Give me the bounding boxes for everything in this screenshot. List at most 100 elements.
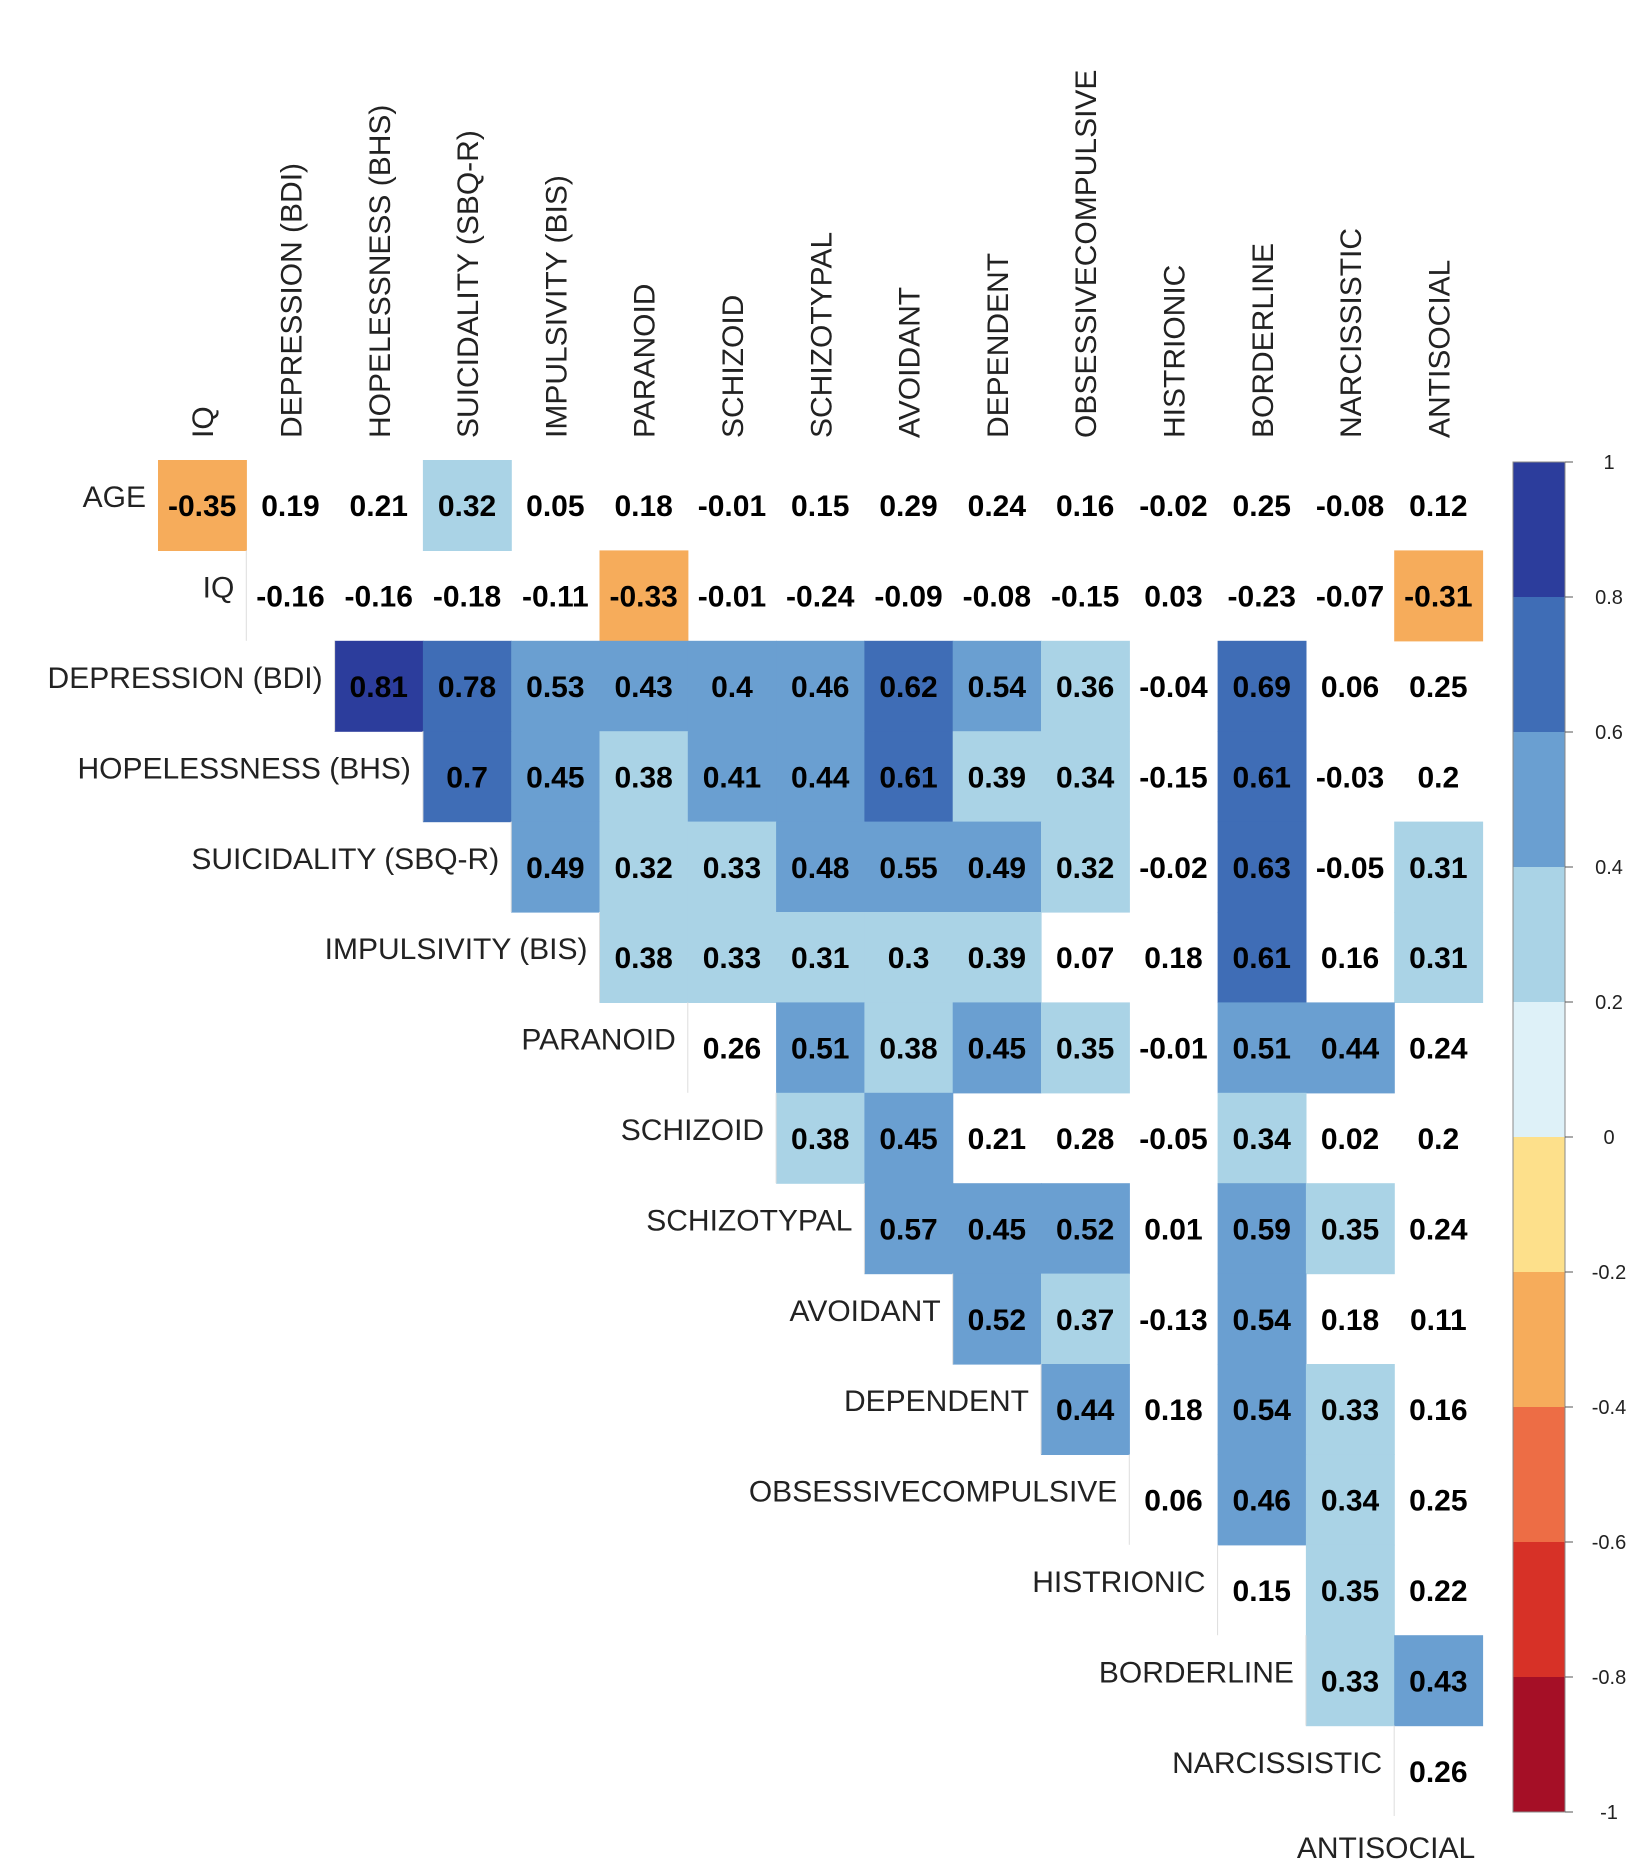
cell-3-5 [599, 731, 689, 823]
cell-value-1-8: -0.09 [874, 581, 942, 614]
cell-3-12 [1217, 731, 1307, 823]
cell-value-0-1: 0.19 [261, 490, 319, 523]
cell-value-1-14: -0.31 [1404, 581, 1472, 614]
cell-value-5-9: 0.39 [968, 942, 1026, 975]
cell-2-7 [776, 640, 865, 732]
cell-2-9 [952, 640, 1042, 732]
row-label-13: BORDERLINE [1099, 1656, 1294, 1689]
cell-value-9-11: -0.13 [1139, 1304, 1207, 1337]
cell-value-7-13: 0.02 [1321, 1123, 1379, 1156]
cell-value-11-14: 0.25 [1409, 1485, 1467, 1518]
cell-value-0-8: 0.29 [879, 490, 937, 523]
row-label-12: HISTRIONIC [1032, 1566, 1205, 1599]
column-label-6: SCHIZOID [717, 295, 750, 438]
column-label-9: DEPENDENT [982, 253, 1015, 438]
row-label-4: SUICIDALITY (SBQ-R) [191, 843, 499, 876]
cell-value-3-4: 0.45 [526, 761, 584, 794]
cell-value-1-6: -0.01 [698, 581, 766, 614]
cell-value-2-9: 0.54 [968, 671, 1027, 704]
colorbar-tick-label-6: -0.2 [1592, 1262, 1626, 1284]
colorbar-segment-8 [1513, 1542, 1565, 1678]
cell-13-13 [1305, 1635, 1395, 1727]
colorbar-segment-1 [1513, 597, 1565, 733]
column-label-0: IQ [187, 406, 220, 438]
cell-2-2 [334, 640, 424, 732]
cell-4-5 [599, 821, 689, 913]
cell-2-12 [1217, 640, 1307, 732]
cell-value-6-14: 0.24 [1409, 1033, 1468, 1066]
cell-value-3-10: 0.34 [1056, 761, 1115, 794]
cell-value-11-13: 0.34 [1321, 1485, 1380, 1518]
cell-8-12 [1217, 1183, 1307, 1275]
column-label-11: HISTRIONIC [1158, 265, 1191, 438]
cell-7-8 [864, 1092, 954, 1184]
cell-2-4 [511, 640, 601, 732]
cell-value-4-13: -0.05 [1316, 852, 1384, 885]
cell-value-12-13: 0.35 [1321, 1575, 1379, 1608]
colorbar-segment-7 [1513, 1407, 1565, 1543]
cell-value-2-2: 0.81 [350, 671, 408, 704]
column-label-12: BORDERLINE [1247, 243, 1280, 438]
colorbar-tick-label-2: 0.6 [1595, 722, 1623, 744]
cell-value-6-11: -0.01 [1139, 1033, 1207, 1066]
cell-7-7 [776, 1092, 865, 1184]
cell-5-8 [864, 912, 954, 1003]
cell-9-10 [1041, 1273, 1130, 1365]
cell-3-7 [776, 731, 865, 823]
cell-value-1-7: -0.24 [786, 581, 855, 614]
cell-value-0-11: -0.02 [1139, 490, 1207, 523]
colorbar-segment-2 [1513, 732, 1565, 868]
cell-value-0-5: 0.18 [614, 490, 672, 523]
cell-value-4-12: 0.63 [1233, 852, 1291, 885]
row-label-7: SCHIZOID [621, 1114, 764, 1147]
cell-value-4-10: 0.32 [1056, 852, 1114, 885]
cell-value-6-7: 0.51 [791, 1033, 849, 1066]
cell-value-3-6: 0.41 [703, 761, 761, 794]
cell-value-2-5: 0.43 [614, 671, 672, 704]
cell-value-0-9: 0.24 [968, 490, 1027, 523]
cell-value-2-8: 0.62 [879, 671, 937, 704]
cell-value-2-3: 0.78 [438, 671, 496, 704]
cell-value-5-10: 0.07 [1056, 942, 1114, 975]
colorbar-segment-0 [1513, 462, 1565, 598]
column-label-3: SUICIDALITY (SBQ-R) [452, 130, 485, 438]
cell-4-9 [952, 821, 1042, 913]
cell-value-7-7: 0.38 [791, 1123, 849, 1156]
cell-value-9-14: 0.11 [1410, 1304, 1467, 1337]
cell-value-10-12: 0.54 [1233, 1394, 1292, 1427]
cell-value-1-11: 0.03 [1144, 581, 1202, 614]
cell-7-12 [1217, 1092, 1307, 1184]
column-labels: IQ DEPRESSION (BDI) HOPELESSNESS (BHS) SUIC… [187, 70, 1456, 438]
colorbar-tick-label-5: 0 [1603, 1127, 1614, 1149]
cell-value-4-6: 0.33 [703, 852, 761, 885]
colorbar-tick-label-1: 0.8 [1595, 587, 1623, 609]
column-label-1: DEPRESSION (BDI) [275, 163, 308, 438]
cell-5-14 [1394, 912, 1484, 1003]
cell-10-13 [1305, 1364, 1395, 1455]
cell-value-0-13: -0.08 [1316, 490, 1384, 523]
cell-value-3-12: 0.61 [1233, 761, 1291, 794]
cell-value-1-12: -0.23 [1228, 581, 1296, 614]
cell-6-10 [1041, 1002, 1130, 1094]
cell-value-7-10: 0.28 [1056, 1123, 1114, 1156]
cell-value-1-3: -0.18 [433, 581, 501, 614]
cell-value-1-9: -0.08 [963, 581, 1031, 614]
cell-value-4-7: 0.48 [791, 852, 849, 885]
colorbar-segment-9 [1513, 1677, 1565, 1813]
cell-value-3-5: 0.38 [614, 761, 672, 794]
cell-value-9-13: 0.18 [1321, 1304, 1379, 1337]
cell-value-2-11: -0.04 [1139, 671, 1208, 704]
cell-value-2-12: 0.69 [1233, 671, 1291, 704]
cell-8-9 [952, 1183, 1042, 1275]
cell-12-13 [1305, 1544, 1395, 1636]
column-label-5: PARANOID [629, 284, 662, 438]
cell-2-3 [422, 640, 512, 732]
cell-value-11-12: 0.46 [1233, 1485, 1291, 1518]
row-label-3: HOPELESSNESS (BHS) [77, 752, 410, 785]
cell-4-7 [776, 821, 865, 913]
cell-3-4 [511, 731, 601, 823]
colorbar: 1 0.8 0.6 0.4 0.2 0 -0.2 -0.4 -0.6 -0.8 -1 [1512, 452, 1626, 1824]
cell-value-0-14: 0.12 [1409, 490, 1467, 523]
row-label-1: IQ [203, 572, 235, 605]
